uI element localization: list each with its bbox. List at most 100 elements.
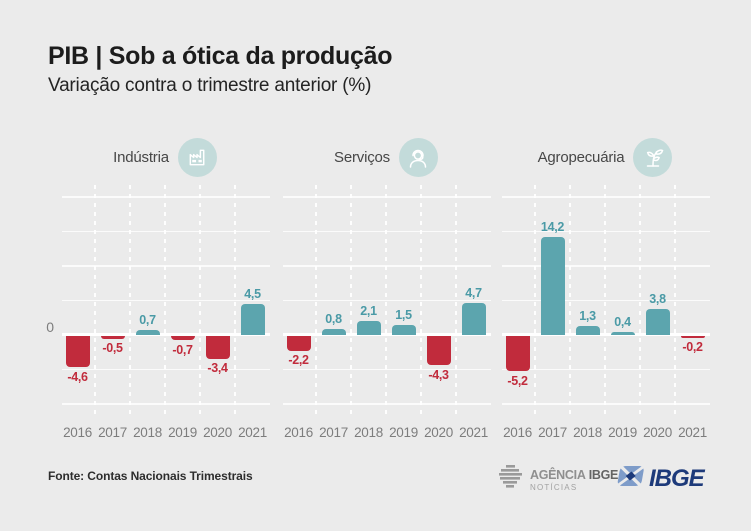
gridline-h — [283, 196, 491, 198]
x-tick-label: 2021 — [678, 425, 707, 440]
x-tick-label: 2017 — [538, 425, 567, 440]
gridline-v — [385, 185, 387, 418]
chart-header: PIB | Sob a ótica da produção Variação c… — [48, 42, 392, 97]
panel-title-servicos: Serviços — [334, 149, 390, 166]
gridline-v — [129, 185, 131, 418]
ibge-logo-text: IBGE — [649, 464, 705, 492]
value-label-agropecuaria-2020: 3,8 — [649, 291, 666, 306]
x-axis-servicos: 2016 2017 2018 2019 2020 2021 — [281, 418, 491, 440]
gridline-v — [455, 185, 457, 418]
x-tick-label: 2016 — [284, 425, 313, 440]
headset-person-icon — [398, 138, 438, 177]
ibge-logo: IBGE — [614, 463, 705, 494]
value-label-agropecuaria-2017: 14,2 — [540, 220, 565, 235]
value-label-industria-2021: 4,5 — [244, 286, 261, 301]
bar-agropecuaria-2020 — [645, 308, 670, 335]
bar-industria-2021 — [240, 303, 265, 335]
bar-agropecuaria-2017 — [540, 237, 565, 335]
x-tick-label: 2020 — [203, 425, 232, 440]
gridline-h — [283, 403, 491, 405]
agencia-word: AGÊNCIA — [530, 468, 586, 482]
gridline-v — [569, 185, 571, 418]
zero-baseline — [62, 332, 270, 336]
x-axis-agropecuaria: 2016 2017 2018 2019 2020 2021 — [500, 418, 710, 440]
value-label-industria-2019: -0,7 — [172, 342, 193, 357]
gridline-h — [62, 299, 270, 301]
value-label-agropecuaria-2016: -5,2 — [507, 373, 528, 388]
panel-header-industria: Indústria — [60, 130, 270, 185]
agencia-logo-text: AGÊNCIA IBGE NOTÍCIAS — [530, 468, 618, 492]
agencia-ibge-word: IBGE — [588, 468, 619, 482]
gridline-v — [674, 185, 676, 418]
panel-title-agropecuaria: Agropecuária — [537, 149, 625, 166]
value-label-agropecuaria-2018: 1,3 — [579, 309, 596, 324]
gridline-h — [62, 196, 270, 198]
bar-servicos-2016 — [286, 335, 311, 351]
page-subtitle: Variação contra o trimestre anterior (%) — [48, 75, 372, 96]
gridline-h — [283, 368, 491, 370]
value-label-agropecuaria-2019: 0,4 — [614, 315, 631, 330]
x-tick-label: 2017 — [319, 425, 348, 440]
chart-panel-servicos: Serviços -2,2 0,8 2,1 1,5 -4,3 4,7 2016 2017 2018… — [281, 130, 491, 445]
x-tick-label: 2019 — [389, 425, 418, 440]
x-axis-industria: 2016 2017 2018 2019 2020 2021 — [60, 418, 270, 440]
panel-title-industria: Indústria — [113, 149, 169, 166]
bar-agropecuaria-2019 — [610, 332, 635, 335]
bar-agropecuaria-2018 — [575, 326, 600, 335]
chart-panel-agropecuaria: Agropecuária -5,2 14,2 1,3 0,4 3,8 -0,2 2016 201… — [500, 130, 710, 445]
x-tick-label: 2018 — [354, 425, 383, 440]
plot-area-industria: -4,6 -0,5 0,7 -0,7 -3,4 4,5 — [60, 185, 270, 418]
value-label-servicos-2016: -2,2 — [288, 353, 309, 368]
gridline-h — [283, 265, 491, 267]
panel-header-servicos: Serviços — [281, 130, 491, 185]
gridline-v — [164, 185, 166, 418]
noticias-word: NOTÍCIAS — [530, 483, 578, 492]
gridline-v — [199, 185, 201, 418]
gridline-h — [62, 265, 270, 267]
gridline-h — [502, 403, 710, 405]
bar-servicos-2019 — [391, 324, 416, 335]
gridline-v — [534, 185, 536, 418]
bar-servicos-2018 — [356, 320, 381, 335]
gridline-v — [420, 185, 422, 418]
x-tick-label: 2019 — [608, 425, 637, 440]
value-label-industria-2017: -0,5 — [102, 341, 123, 356]
value-label-servicos-2021: 4,7 — [465, 285, 482, 300]
bar-servicos-2020 — [426, 335, 451, 366]
zero-baseline — [283, 332, 491, 336]
bar-industria-2020 — [205, 335, 230, 359]
bar-servicos-2021 — [461, 302, 486, 335]
x-tick-label: 2019 — [168, 425, 197, 440]
y-axis-zero-label: 0 — [46, 319, 54, 335]
value-label-servicos-2018: 2,1 — [360, 303, 377, 318]
ibge-flag-icon — [614, 463, 646, 494]
brazil-map-icon — [497, 464, 524, 496]
gridline-v — [94, 185, 96, 418]
value-label-servicos-2020: -4,3 — [428, 367, 449, 382]
plant-icon — [633, 138, 673, 177]
bar-industria-2017 — [100, 335, 125, 339]
gridline-h — [62, 403, 270, 405]
gridline-h — [502, 230, 710, 232]
agencia-ibge-noticias-logo: AGÊNCIA IBGE NOTÍCIAS — [497, 464, 618, 496]
gridline-h — [62, 368, 270, 370]
factory-icon — [177, 138, 217, 177]
panel-header-agropecuaria: Agropecuária — [500, 130, 710, 185]
value-label-servicos-2019: 1,5 — [395, 307, 412, 322]
gridline-v — [639, 185, 641, 418]
bar-agropecuaria-2021 — [680, 335, 705, 338]
value-label-agropecuaria-2021: -0,2 — [682, 340, 703, 354]
bar-industria-2016 — [65, 335, 90, 368]
bar-agropecuaria-2016 — [505, 335, 530, 372]
bar-industria-2019 — [170, 335, 195, 341]
x-tick-label: 2018 — [573, 425, 602, 440]
value-label-servicos-2017: 0,8 — [325, 312, 342, 327]
x-tick-label: 2016 — [63, 425, 92, 440]
plot-area-servicos: -2,2 0,8 2,1 1,5 -4,3 4,7 — [281, 185, 491, 418]
gridline-v — [315, 185, 317, 418]
source-note: Fonte: Contas Nacionais Trimestrais — [48, 469, 253, 483]
value-label-industria-2020: -3,4 — [207, 361, 228, 376]
gridline-h — [502, 368, 710, 370]
gridline-h — [502, 196, 710, 198]
